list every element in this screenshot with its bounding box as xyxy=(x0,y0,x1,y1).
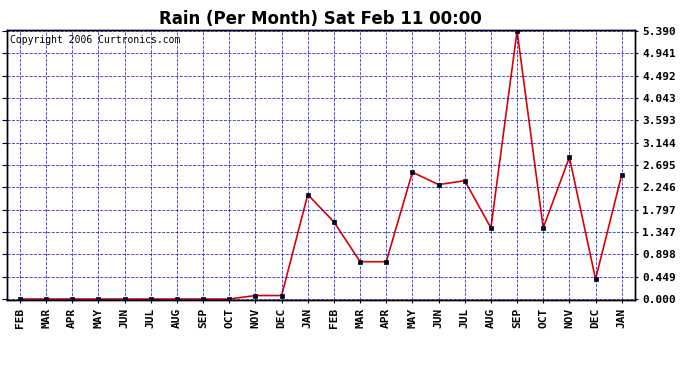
Title: Rain (Per Month) Sat Feb 11 00:00: Rain (Per Month) Sat Feb 11 00:00 xyxy=(159,10,482,28)
Text: Copyright 2006 Curtronics.com: Copyright 2006 Curtronics.com xyxy=(10,35,180,45)
